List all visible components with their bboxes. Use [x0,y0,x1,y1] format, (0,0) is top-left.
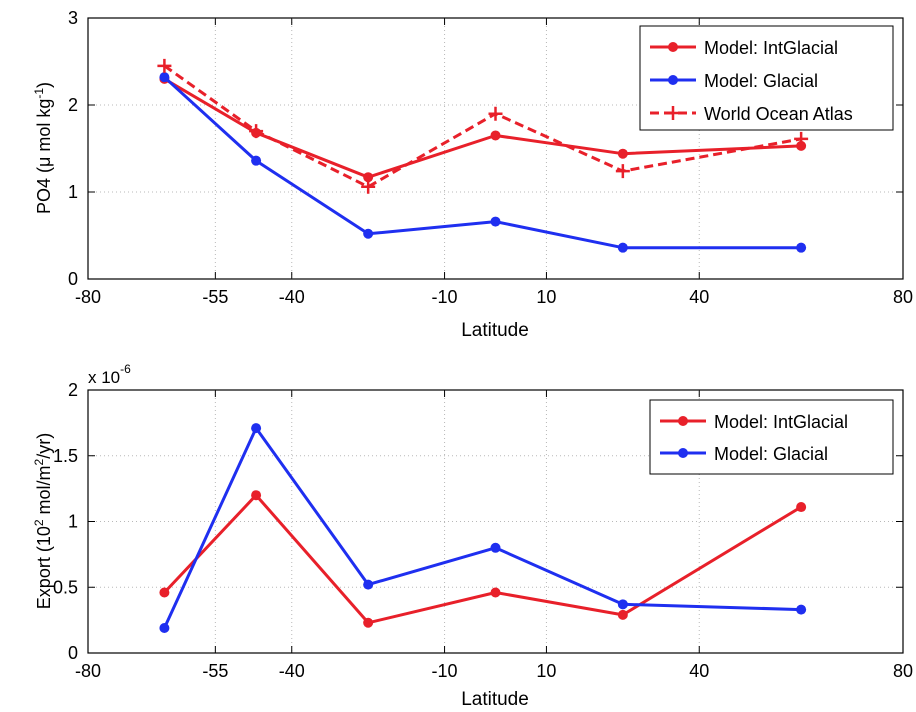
data-point-world-ocean-atlas [361,179,376,194]
y-tick-label: 3 [68,8,78,28]
x-tick-label: 40 [689,287,709,307]
data-point-world-ocean-atlas [615,164,630,179]
x-tick-label: -10 [432,287,458,307]
data-point-model-intglacial [490,130,501,141]
data-point-model-glacial [159,623,170,634]
data-point-world-ocean-atlas [249,124,264,139]
y-tick-label: 1.5 [53,446,78,466]
ticks-po4: -80 -55 -40 -10 10 40 80 0 1 2 3 [68,8,913,307]
data-point-model-glacial [490,216,501,227]
chart-export: -80 -55 -40 -10 10 40 80 0 0.5 1 1.5 2 x 10-6 Latit… [32,362,913,710]
legend-label-export-intglacial: Model: IntGlacial [714,412,848,432]
data-point-world-ocean-atlas [488,106,503,121]
legend-marker-woa [666,106,680,120]
legend-export: Model: IntGlacial Model: Glacial [649,399,894,475]
data-point-model-glacial [617,599,628,610]
y-axis-label-export: Export (102 mol/m2/yr) [32,433,54,609]
x-tick-label: 10 [536,661,556,681]
series-line-model-intglacial [163,77,802,179]
y-tick-label: 0 [68,269,78,289]
series-line-model-glacial [163,76,802,250]
data-point-model-intglacial [251,490,262,501]
x-tick-label: -40 [279,287,305,307]
series-line-model-intglacial [163,493,802,625]
x-tick-label: -55 [202,287,228,307]
data-point-model-glacial [251,423,262,434]
data-point-model-glacial [363,228,374,239]
y-axis-label-po4: PO4 (μ mol kg-1) [32,82,54,214]
data-point-model-glacial [251,155,262,166]
x-tick-label: -40 [279,661,305,681]
data-point-world-ocean-atlas [794,131,809,146]
x-axis-label-export: Latitude [461,689,529,710]
legend-label-export-glacial: Model: Glacial [714,444,828,464]
data-point-model-glacial [617,242,628,253]
legend-box-export [649,399,894,475]
data-point-model-intglacial [363,617,374,628]
data-point-model-glacial [796,604,807,615]
y-tick-label: 0.5 [53,577,78,597]
data-point-model-intglacial [796,502,807,513]
data-point-model-intglacial [617,609,628,620]
data-point-world-ocean-atlas [157,58,172,73]
chart-po4: -80 -55 -40 -10 10 40 80 0 1 2 3 Latitude PO4 (μ m… [32,8,913,341]
x-tick-label: -55 [202,661,228,681]
x-tick-label: 10 [536,287,556,307]
series-po4 [157,58,809,253]
data-point-model-intglacial [363,172,374,183]
legend-marker-intglacial [668,42,678,52]
data-point-model-intglacial [490,587,501,598]
x-tick-label: 80 [893,661,913,681]
legend-po4: Model: IntGlacial Model: Glacial World O… [639,25,894,131]
data-point-model-glacial [796,242,807,253]
x-tick-label: -10 [432,661,458,681]
legend-label-intglacial: Model: IntGlacial [704,38,838,58]
legend-marker-export-glacial [678,448,688,458]
y-tick-label: 2 [68,380,78,400]
x-tick-label: -80 [75,661,101,681]
y-tick-label: 0 [68,643,78,663]
data-point-model-glacial [363,579,374,590]
series-export [159,423,807,634]
x-tick-label: -80 [75,287,101,307]
legend-marker-glacial [668,75,678,85]
x-tick-label: 80 [893,287,913,307]
data-point-model-intglacial [617,148,628,159]
x-tick-label: 40 [689,661,709,681]
legend-label-woa: World Ocean Atlas [704,104,853,124]
x-axis-label-po4: Latitude [461,320,529,341]
y-tick-label: 2 [68,95,78,115]
exponent-label-export: x 10-6 [88,362,131,387]
data-point-model-intglacial [159,587,170,598]
data-point-model-glacial [159,72,170,83]
data-point-model-glacial [490,542,501,553]
series-line-model-glacial [163,426,802,629]
y-tick-label: 1 [68,512,78,532]
series-line-world-ocean-atlas [163,64,802,189]
legend-marker-export-intglacial [678,416,688,426]
y-tick-label: 1 [68,182,78,202]
legend-label-glacial: Model: Glacial [704,71,818,91]
ticks-export: -80 -55 -40 -10 10 40 80 0 0.5 1 1.5 2 [53,380,913,681]
